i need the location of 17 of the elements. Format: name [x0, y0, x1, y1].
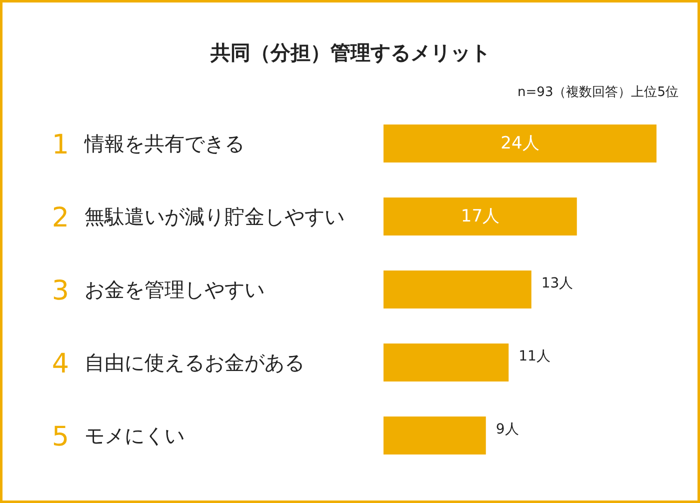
data-label: 11人 — [518, 348, 550, 364]
data-label: 17人 — [460, 206, 500, 226]
data-label: 13人 — [541, 276, 574, 292]
y-tick-label: 3 お金を管理しやすい — [52, 276, 264, 306]
data-label: 24人 — [500, 134, 540, 154]
y-tick-label: 2 無駄遣いが減り貯金しやすい — [52, 202, 344, 234]
bar — [384, 124, 656, 162]
y-tick-label: 4 自由に使えるお金がある — [52, 348, 304, 380]
y-tick-label: 5 モメにくい — [52, 422, 184, 452]
data-label: 9人 — [496, 422, 519, 438]
bar — [384, 270, 532, 308]
bar — [384, 416, 486, 454]
bar — [384, 344, 509, 382]
y-tick-label: 1 情報を共有できる — [52, 130, 244, 160]
text: n=93（複数回答）上位5位 — [518, 85, 679, 100]
bar — [384, 198, 577, 236]
chart-title: 共同（分担）管理するメリット — [210, 40, 490, 64]
